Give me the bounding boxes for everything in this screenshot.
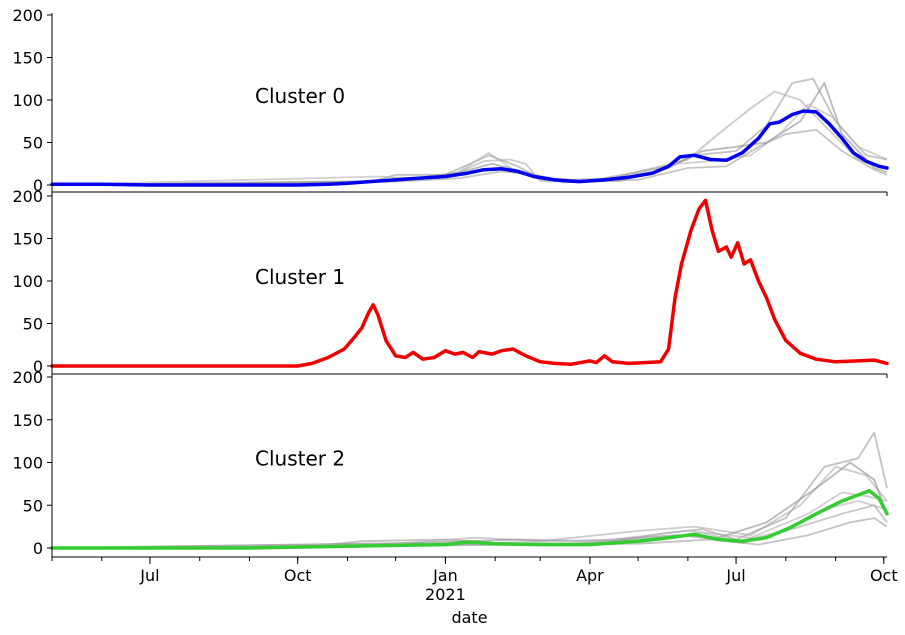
x-tick-label-4: Jul bbox=[725, 566, 745, 585]
y-tick-label-1-0: 0 bbox=[33, 357, 43, 376]
y-tick-label-1-100: 100 bbox=[12, 272, 43, 291]
y-tick-label-0-100: 100 bbox=[12, 91, 43, 110]
y-tick-label-2-50: 50 bbox=[23, 496, 43, 515]
member-line-0-4 bbox=[51, 128, 888, 186]
panel-2: 0 50 100 150 200 Cluster 2 bbox=[12, 368, 889, 558]
member-line-2-2 bbox=[51, 461, 888, 549]
x-tick-sublabel-2: 2021 bbox=[425, 585, 466, 604]
member-line-2-1 bbox=[51, 465, 888, 549]
x-tick-label-5: Oct bbox=[870, 566, 898, 585]
x-tick-label-1: Oct bbox=[284, 566, 312, 585]
mean-line-1 bbox=[50, 198, 889, 368]
mean-line-2 bbox=[50, 488, 889, 550]
x-tick-label-2: Jan bbox=[432, 566, 458, 585]
y-tick-label-0-200: 200 bbox=[12, 6, 43, 25]
y-tick-label-2-100: 100 bbox=[12, 454, 43, 473]
y-tick-label-0-50: 50 bbox=[23, 134, 43, 153]
panel-1: 0 50 100 150 200 Cluster 1 bbox=[12, 187, 889, 378]
panel-label-1: Cluster 1 bbox=[255, 265, 345, 289]
member-line-2-0 bbox=[51, 431, 888, 549]
panel-label-2: Cluster 2 bbox=[255, 447, 345, 471]
y-tick-label-1-200: 200 bbox=[12, 187, 43, 206]
y-tick-label-1-150: 150 bbox=[12, 230, 43, 249]
member-line-0-2 bbox=[51, 82, 888, 186]
mean-line-0 bbox=[50, 109, 889, 187]
x-tick-label-0: Jul bbox=[139, 566, 159, 585]
y-tick-label-2-0: 0 bbox=[33, 539, 43, 558]
panel-0: 0 50 100 150 200 Cluster 0 bbox=[12, 6, 889, 196]
x-axis-title: date bbox=[451, 608, 487, 627]
y-tick-label-0-0: 0 bbox=[33, 176, 43, 195]
y-tick-label-2-200: 200 bbox=[12, 368, 43, 387]
y-tick-label-2-150: 150 bbox=[12, 411, 43, 430]
x-tick-label-3: Apr bbox=[576, 566, 604, 585]
y-tick-label-0-150: 150 bbox=[12, 49, 43, 68]
y-tick-label-1-50: 50 bbox=[23, 315, 43, 334]
panel-label-0: Cluster 0 bbox=[255, 84, 345, 108]
